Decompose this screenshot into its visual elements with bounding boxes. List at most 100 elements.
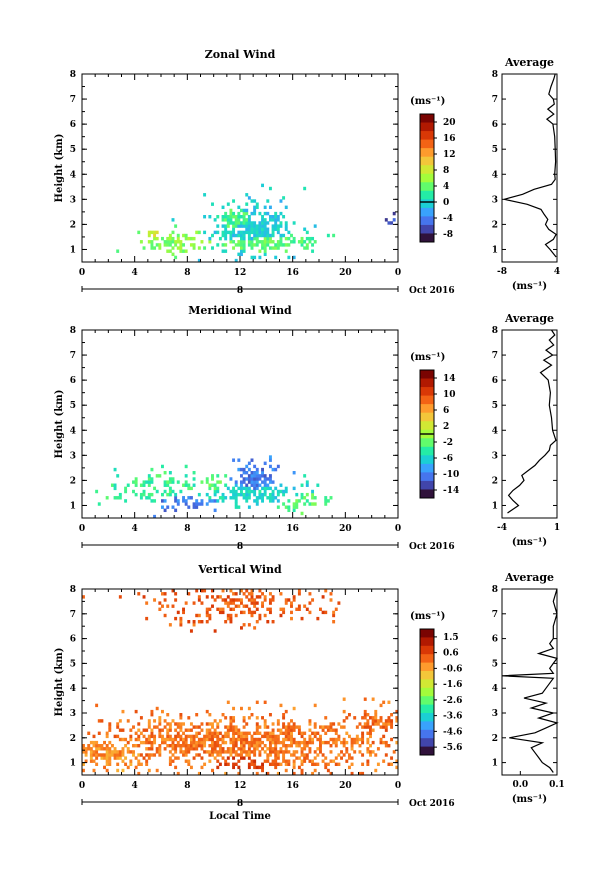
heatmap-cell: [195, 589, 199, 593]
heatmap-cell: [245, 499, 249, 503]
heatmap-cell: [145, 496, 149, 500]
colorbar-segment: [420, 746, 434, 756]
heatmap-cell: [242, 737, 246, 742]
heatmap-cell: [124, 737, 128, 742]
colorbar-label: 8: [443, 166, 449, 176]
heatmap-cell: [271, 240, 275, 244]
heatmap-cell: [255, 243, 259, 247]
heatmap-cell: [263, 613, 267, 618]
heatmap-cell: [342, 697, 346, 701]
heatmap-cell: [197, 731, 201, 735]
heatmap-cell: [250, 489, 254, 494]
heatmap-cell: [390, 756, 394, 760]
heatmap-cell: [250, 474, 254, 478]
heatmap-cell: [369, 728, 372, 732]
heatmap-cell: [263, 598, 267, 602]
heatmap-cell: [155, 243, 159, 247]
heatmap-cell: [369, 734, 372, 739]
heatmap-cell: [258, 753, 262, 757]
heatmap-cell: [208, 607, 212, 611]
heatmap-cell: [392, 211, 396, 216]
heatmap-cell: [342, 744, 346, 748]
heatmap-cell: [369, 725, 372, 729]
heatmap-cell: [166, 713, 170, 717]
heatmap-cell: [387, 719, 391, 723]
heatmap-cell: [271, 218, 275, 222]
heatmap-cell: [145, 737, 149, 742]
heatmap-cell: [319, 744, 322, 748]
heatmap-cell: [350, 762, 354, 766]
heatmap-cell: [116, 734, 120, 739]
heatmap-cell: [221, 740, 225, 745]
heatmap-cell: [139, 483, 143, 487]
heatmap-cell: [232, 492, 236, 497]
heatmap-cell: [240, 737, 243, 742]
heatmap-cell: [250, 713, 254, 717]
heatmap-cell: [334, 731, 338, 735]
heatmap-cell: [224, 759, 228, 763]
heatmap-cell: [268, 186, 272, 191]
heatmap-cell: [161, 499, 164, 503]
heatmap-cell: [266, 753, 270, 757]
heatmap-cell: [118, 496, 122, 500]
heatmap-cell: [211, 750, 214, 754]
heatmap-cell: [263, 483, 267, 487]
heatmap-cell: [174, 737, 178, 742]
heatmap-cell: [255, 725, 259, 729]
average-y-tick-label: 5: [492, 401, 498, 411]
heatmap-cell: [132, 480, 135, 484]
x-tick-label: 16: [286, 781, 299, 791]
heatmap-cell: [155, 768, 159, 773]
heatmap-cell: [255, 728, 259, 732]
heatmap-cell: [208, 483, 212, 487]
heatmap-cell: [168, 744, 172, 748]
heatmap-cell: [300, 243, 304, 247]
heatmap-cell: [290, 604, 293, 608]
heatmap-cell: [240, 753, 243, 757]
heatmap-cell: [150, 744, 154, 748]
heatmap-cell: [229, 477, 233, 481]
heatmap-cell: [153, 734, 157, 739]
heatmap-cell: [166, 728, 170, 732]
colorbar-segment: [420, 738, 434, 747]
heatmap-cell: [271, 734, 275, 739]
heatmap-cell: [195, 502, 199, 506]
heatmap-cell: [216, 595, 220, 599]
heatmap-cell: [92, 744, 96, 748]
heatmap-cell: [290, 725, 293, 729]
heatmap-cell: [200, 740, 204, 745]
colorbar-label: 0: [443, 198, 449, 208]
heatmap-cell: [311, 492, 315, 497]
heatmap-cell: [221, 230, 225, 235]
heatmap-cell: [189, 734, 193, 739]
heatmap-cell: [147, 768, 151, 773]
heatmap-cell: [329, 759, 333, 763]
heatmap-cell: [384, 753, 388, 757]
heatmap-cell: [297, 728, 301, 732]
heatmap-cell: [366, 722, 370, 726]
heatmap-cell: [292, 753, 296, 757]
heatmap-cell: [376, 747, 380, 751]
average-x-tick-label: -8: [497, 267, 507, 277]
heatmap-cell: [300, 750, 304, 754]
heatmap-cell: [290, 737, 293, 742]
heatmap-cell: [258, 496, 262, 500]
colorbar-segment: [420, 207, 434, 217]
heatmap-cell: [316, 483, 320, 487]
heatmap-cell: [205, 722, 209, 726]
heatmap-cell: [271, 246, 275, 250]
heatmap-cell: [208, 236, 212, 241]
heatmap-cell: [255, 240, 259, 244]
average-y-tick-label: 2: [492, 734, 498, 744]
heatmap-cell: [171, 604, 175, 608]
heatmap-cell: [195, 230, 199, 235]
heatmap-cell: [134, 480, 138, 484]
heatmap-cell: [242, 496, 246, 500]
heatmap-cell: [113, 747, 117, 751]
heatmap-cell: [224, 750, 228, 754]
heatmap-cell: [292, 598, 296, 602]
heatmap-cell: [232, 240, 236, 244]
heatmap-cell: [303, 227, 307, 231]
heatmap-cell: [263, 734, 267, 739]
